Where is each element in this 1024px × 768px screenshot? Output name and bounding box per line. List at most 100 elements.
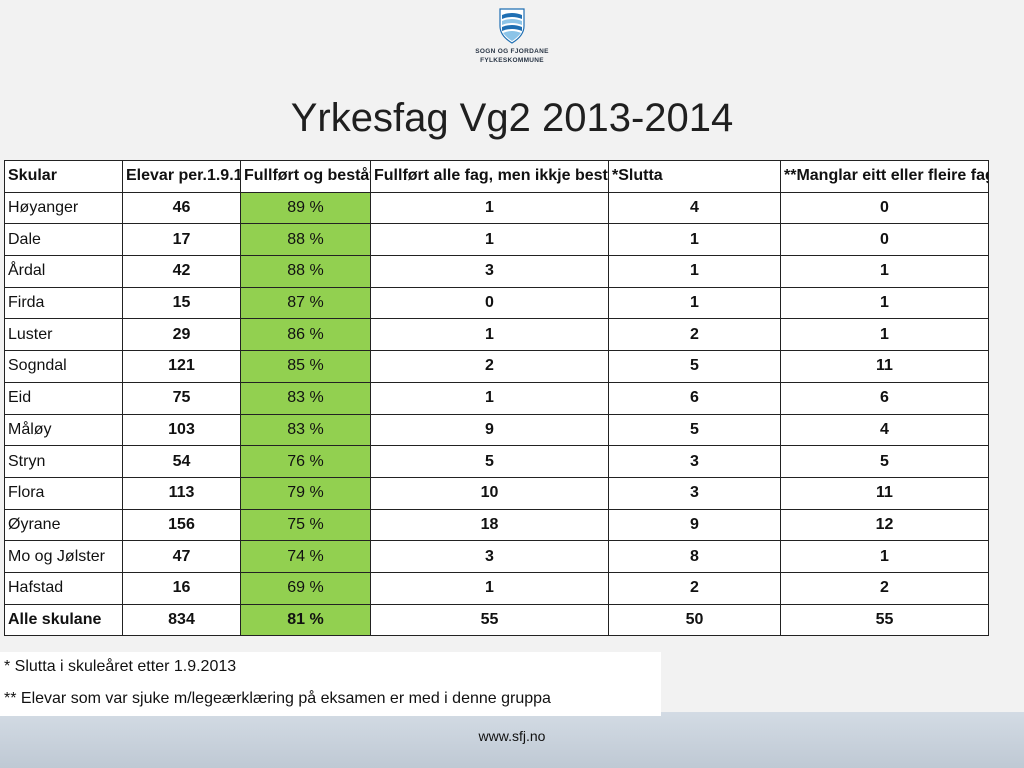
cell-manglar: 6: [780, 381, 989, 415]
cell-ikkje-bestatt: 1: [370, 191, 609, 225]
header-fullfort-bestatt: Fullført og bestått: [240, 160, 371, 193]
cell-manglar: 1: [780, 540, 989, 573]
table-row: Øyrane 156 75 % 18 9 12: [4, 508, 989, 542]
cell-ikkje-bestatt: 1: [370, 318, 609, 352]
cell-bestatt-pct: 74 %: [240, 540, 371, 573]
cell-manglar: 1: [780, 255, 989, 288]
cell-school: Måløy: [4, 413, 123, 447]
footnotes: * Slutta i skuleåret etter 1.9.2013 ** E…: [0, 652, 661, 716]
cell-elevar: 156: [122, 508, 241, 542]
cell-ikkje-bestatt: 1: [370, 223, 609, 257]
table-row: Årdal 42 88 % 3 1 1: [4, 255, 989, 288]
cell-slutta: 2: [608, 318, 781, 352]
cell-bestatt-pct: 81 %: [240, 603, 371, 637]
logo-text: SOGN OG FJORDANE FYLKESKOMMUNE: [460, 47, 564, 65]
cell-elevar: 75: [122, 381, 241, 415]
cell-manglar: 1: [780, 318, 989, 352]
table-row: Mo og Jølster 47 74 % 3 8 1: [4, 540, 989, 573]
cell-manglar: 5: [780, 445, 989, 478]
cell-elevar: 113: [122, 476, 241, 510]
table-row: Eid 75 83 % 1 6 6: [4, 381, 989, 415]
slide-title: Yrkesfag Vg2 2013-2014: [290, 96, 734, 140]
logo-line-2: FYLKESKOMMUNE: [480, 57, 544, 64]
cell-school: Stryn: [4, 445, 123, 478]
cell-school: Dale: [4, 223, 123, 257]
cell-elevar: 834: [122, 603, 241, 637]
cell-school: Alle skulane: [4, 603, 123, 637]
header-manglar-fag: **Manglar eitt eller fleire fag: [780, 160, 989, 193]
cell-slutta: 5: [608, 413, 781, 447]
cell-bestatt-pct: 85 %: [240, 350, 371, 383]
cell-manglar: 0: [780, 223, 989, 257]
table-row: Stryn 54 76 % 5 3 5: [4, 445, 989, 478]
table-header-row: Skular Elevar per.1.9.13 Fullført og bes…: [4, 160, 989, 193]
footer-band: [0, 712, 1024, 768]
county-shield-icon: [499, 8, 525, 44]
cell-manglar: 2: [780, 571, 989, 605]
cell-elevar: 103: [122, 413, 241, 447]
footnote-slutta: * Slutta i skuleåret etter 1.9.2013: [4, 658, 237, 675]
cell-bestatt-pct: 79 %: [240, 476, 371, 510]
footnote-manglar: ** Elevar som var sjuke m/legeærklæring …: [4, 690, 551, 707]
cell-bestatt-pct: 86 %: [240, 318, 371, 352]
cell-slutta: 3: [608, 445, 781, 478]
header-skular: Skular: [4, 160, 123, 193]
table-row: Måløy 103 83 % 9 5 4: [4, 413, 989, 447]
cell-slutta: 6: [608, 381, 781, 415]
cell-ikkje-bestatt: 18: [370, 508, 609, 542]
cell-school: Eid: [4, 381, 123, 415]
cell-elevar: 47: [122, 540, 241, 573]
cell-manglar: 55: [780, 603, 989, 637]
cell-elevar: 42: [122, 255, 241, 288]
header-elevar: Elevar per.1.9.13: [122, 160, 241, 193]
cell-slutta: 1: [608, 223, 781, 257]
cell-school: Årdal: [4, 255, 123, 288]
header-slutta: *Slutta: [608, 160, 781, 193]
cell-ikkje-bestatt: 10: [370, 476, 609, 510]
cell-slutta: 5: [608, 350, 781, 383]
cell-slutta: 8: [608, 540, 781, 573]
table-row: Flora 113 79 % 10 3 11: [4, 476, 989, 510]
cell-manglar: 11: [780, 350, 989, 383]
cell-bestatt-pct: 88 %: [240, 223, 371, 257]
cell-ikkje-bestatt: 3: [370, 255, 609, 288]
cell-bestatt-pct: 89 %: [240, 191, 371, 225]
cell-slutta: 9: [608, 508, 781, 542]
cell-elevar: 46: [122, 191, 241, 225]
table-row: Firda 15 87 % 0 1 1: [4, 286, 989, 320]
cell-slutta: 50: [608, 603, 781, 637]
cell-elevar: 15: [122, 286, 241, 320]
cell-bestatt-pct: 83 %: [240, 413, 371, 447]
cell-elevar: 54: [122, 445, 241, 478]
table-row: Sogndal 121 85 % 2 5 11: [4, 350, 989, 383]
cell-ikkje-bestatt: 9: [370, 413, 609, 447]
cell-school: Luster: [4, 318, 123, 352]
cell-manglar: 1: [780, 286, 989, 320]
cell-elevar: 16: [122, 571, 241, 605]
cell-elevar: 121: [122, 350, 241, 383]
logo-line-1: SOGN OG FJORDANE: [475, 48, 549, 55]
cell-bestatt-pct: 69 %: [240, 571, 371, 605]
table-row: Luster 29 86 % 1 2 1: [4, 318, 989, 352]
cell-school: Flora: [4, 476, 123, 510]
cell-bestatt-pct: 75 %: [240, 508, 371, 542]
table-row: Dale 17 88 % 1 1 0: [4, 223, 989, 257]
cell-ikkje-bestatt: 3: [370, 540, 609, 573]
cell-elevar: 17: [122, 223, 241, 257]
cell-school: Hafstad: [4, 571, 123, 605]
table-row: Hafstad 16 69 % 1 2 2: [4, 571, 989, 605]
cell-manglar: 11: [780, 476, 989, 510]
table-row: Høyanger 46 89 % 1 4 0: [4, 191, 989, 225]
cell-school: Øyrane: [4, 508, 123, 542]
cell-manglar: 0: [780, 191, 989, 225]
cell-school: Mo og Jølster: [4, 540, 123, 573]
cell-slutta: 4: [608, 191, 781, 225]
table-body: Høyanger 46 89 % 1 4 0 Dale 17 88 % 1 1 0 Årdal 42 88 …: [4, 191, 989, 637]
footer-url: www.sfj.no: [478, 728, 546, 744]
table-total-row: Alle skulane 834 81 % 55 50 55: [4, 603, 989, 637]
cell-school: Firda: [4, 286, 123, 320]
results-table: Skular Elevar per.1.9.13 Fullført og bes…: [4, 160, 989, 637]
cell-ikkje-bestatt: 5: [370, 445, 609, 478]
cell-ikkje-bestatt: 0: [370, 286, 609, 320]
cell-ikkje-bestatt: 2: [370, 350, 609, 383]
